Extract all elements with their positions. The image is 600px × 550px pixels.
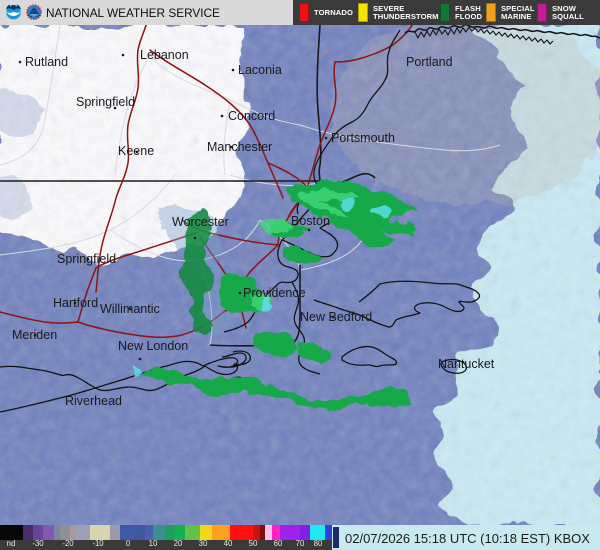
svg-text:New London: New London [118, 339, 188, 353]
svg-text:Providence: Providence [243, 286, 306, 300]
svg-text:Laconia: Laconia [238, 63, 282, 77]
svg-text:Hartford: Hartford [53, 296, 98, 310]
svg-text:Lebanon: Lebanon [140, 48, 189, 62]
svg-text:Nantucket: Nantucket [438, 357, 495, 371]
svg-text:Springfield: Springfield [57, 252, 116, 266]
svg-text:Portland: Portland [406, 55, 453, 69]
svg-text:Willimantic: Willimantic [100, 302, 160, 316]
svg-text:Meriden: Meriden [12, 328, 57, 342]
svg-text:Riverhead: Riverhead [65, 394, 122, 408]
svg-text:NATIONAL WEATHER SERVICE: NATIONAL WEATHER SERVICE [46, 6, 220, 20]
svg-text:Boston: Boston [291, 214, 330, 228]
svg-text:Springfield: Springfield [76, 95, 135, 109]
svg-text:New Bedford: New Bedford [300, 310, 372, 324]
svg-text:Concord: Concord [228, 109, 275, 123]
svg-text:Rutland: Rutland [25, 55, 68, 69]
svg-text:Worcester: Worcester [172, 215, 229, 229]
svg-text:Portsmouth: Portsmouth [331, 131, 395, 145]
svg-text:Manchester: Manchester [207, 140, 272, 154]
svg-text:Keene: Keene [118, 144, 154, 158]
